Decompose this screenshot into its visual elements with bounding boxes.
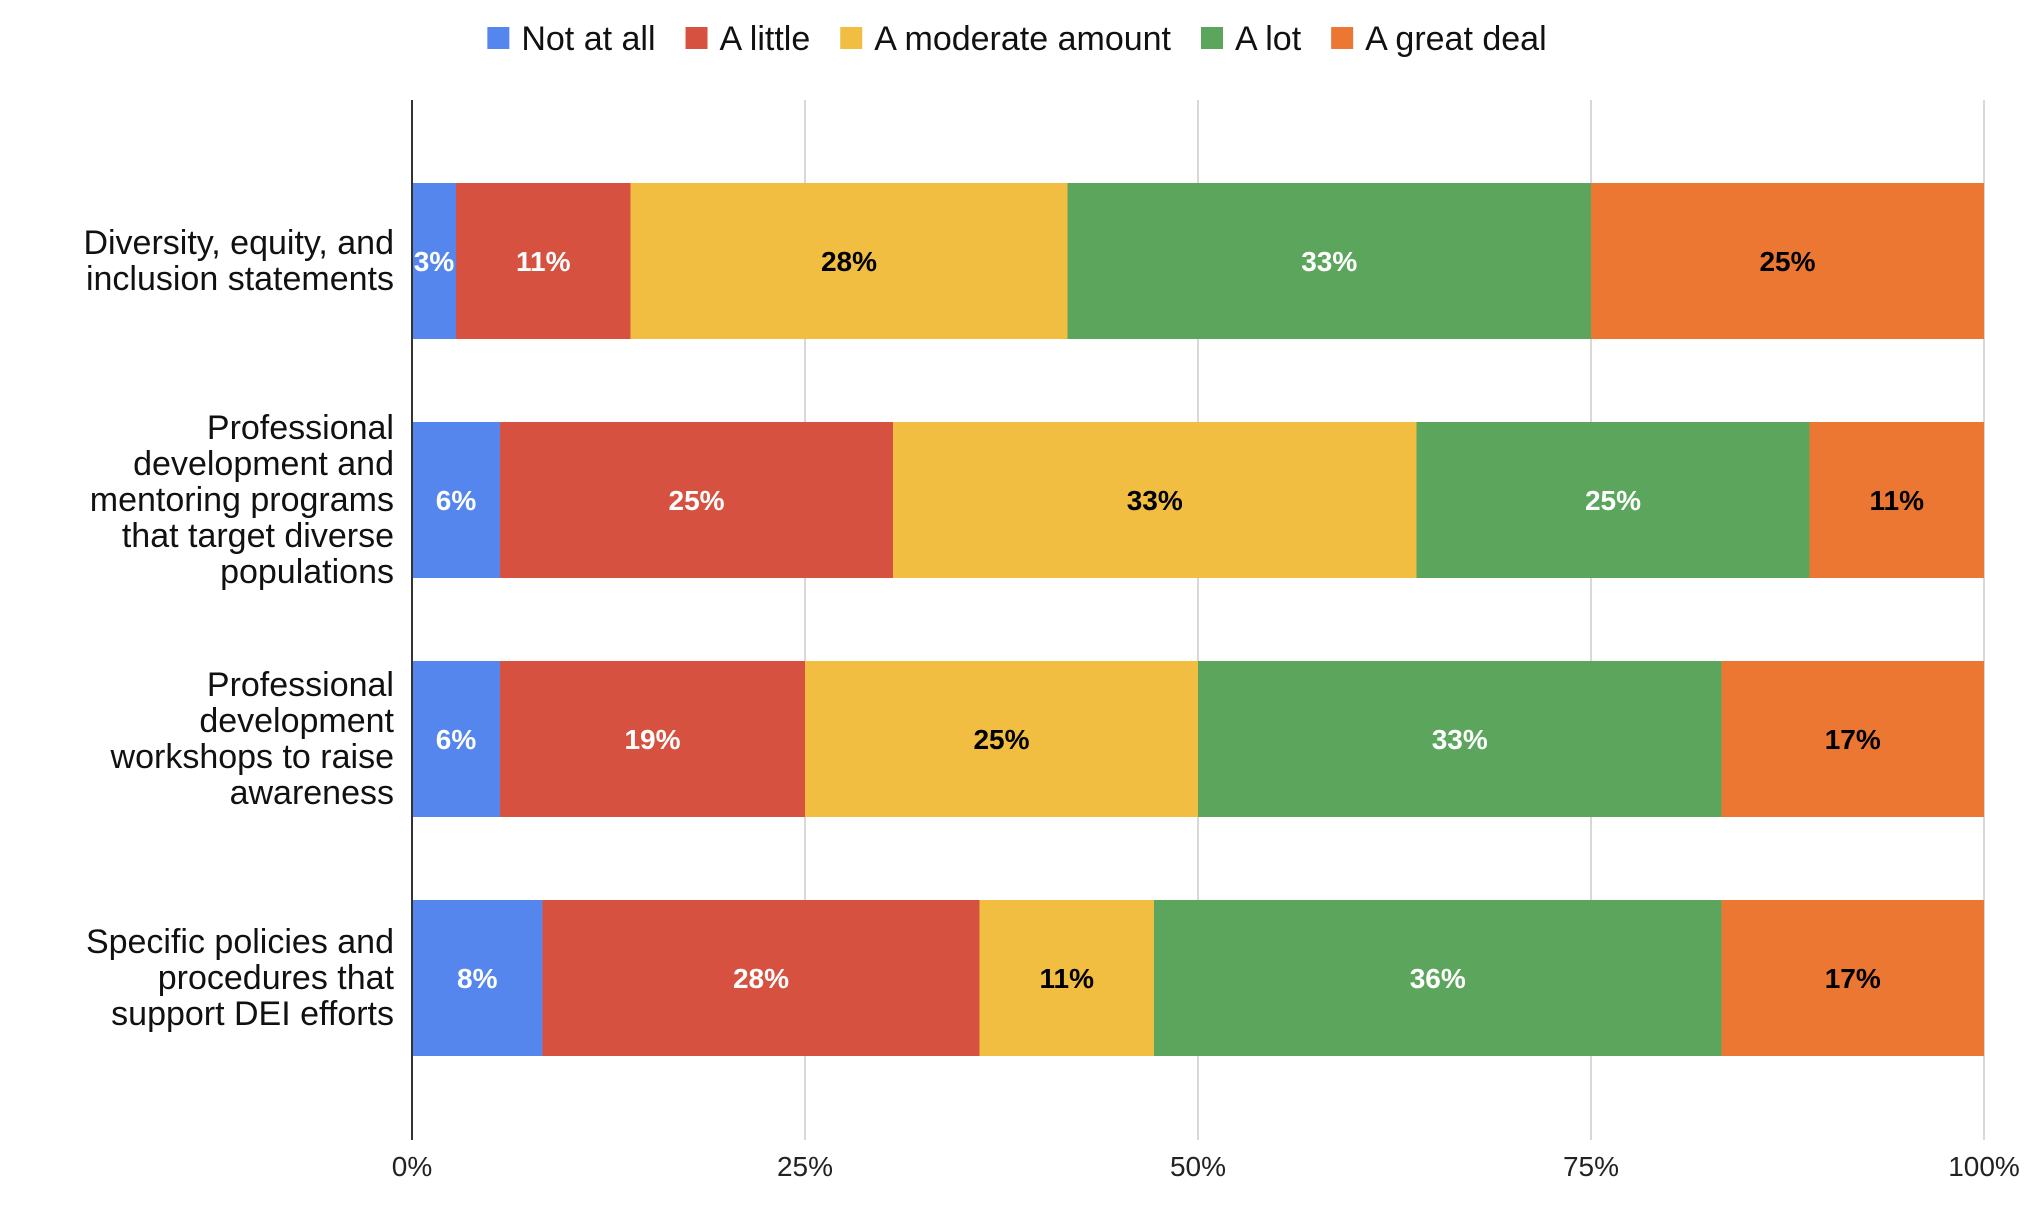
legend-item-a-moderate-amount: A moderate amount	[840, 20, 1172, 58]
data-label-a-little: 11%	[516, 246, 571, 277]
data-label-a-moderate-amount: 28%	[821, 246, 877, 277]
data-label-a-lot: 33%	[1301, 246, 1357, 277]
legend-item-a-lot: A lot	[1201, 20, 1302, 58]
bar-segment-a-lot	[1416, 422, 1810, 578]
bar-segment-a-moderate-amount	[630, 183, 1068, 339]
bar-segment-a-moderate-amount	[893, 422, 1417, 578]
bar-segment-not-at-all	[412, 661, 501, 817]
bar-segment-a-great-deal	[1809, 422, 1984, 578]
bar-segment-a-little	[500, 422, 894, 578]
data-label-a-great-deal: 17%	[1825, 963, 1881, 994]
legend-item-not-at-all: Not at all	[487, 20, 656, 58]
bar-segment-a-little	[542, 900, 980, 1056]
legend-swatch	[840, 27, 863, 49]
x-tick-label: 100%	[1948, 1151, 2020, 1182]
category-label: Specific policies and procedures that supp…	[86, 923, 395, 1033]
bar-segment-not-at-all	[412, 422, 501, 578]
bar-segment-a-moderate-amount	[979, 900, 1154, 1056]
legend-item-a-little: A little	[685, 20, 811, 58]
legend-swatch	[1201, 27, 1223, 49]
bar-segment-a-moderate-amount	[805, 661, 1198, 817]
legend-label: A great deal	[1365, 20, 1546, 58]
bar-segment-a-great-deal	[1591, 183, 1984, 339]
bar-segment-a-great-deal	[1721, 661, 1984, 817]
category-label: Professional development workshops to rais…	[110, 666, 395, 812]
x-tick-label: 25%	[777, 1151, 833, 1182]
bar-segment-a-little	[456, 183, 631, 339]
category-label: Professional development and mentoring pro…	[90, 409, 394, 591]
x-tick-label: 50%	[1170, 1151, 1226, 1182]
category-label: Diversity, equity, and inclusion statemen…	[83, 224, 394, 298]
legend-swatch	[685, 27, 708, 49]
legend: Not at all A little A moderate amount A lot…	[487, 20, 1547, 58]
data-label-not-at-all: 3%	[414, 246, 455, 277]
data-label-a-moderate-amount: 11%	[1039, 963, 1094, 994]
bar-segment-a-lot	[1153, 900, 1722, 1056]
axes: 0% 25% 50% 75% 100% Diversity, equity, and inc…	[83, 100, 2020, 1182]
data-label-a-lot: 36%	[1410, 963, 1466, 994]
legend-label: Not at all	[521, 20, 655, 58]
legend-swatch	[1331, 27, 1354, 49]
data-label-a-moderate-amount: 33%	[1127, 485, 1183, 516]
data-label-a-great-deal: 25%	[1759, 246, 1815, 277]
bar-segment-a-lot	[1198, 661, 1722, 817]
bars	[412, 183, 1984, 1056]
bar-segment-a-lot	[1067, 183, 1591, 339]
data-label-a-little: 28%	[733, 963, 789, 994]
data-label-a-lot: 33%	[1432, 724, 1488, 755]
data-label-not-at-all: 6%	[436, 485, 477, 516]
legend-label: A lot	[1235, 20, 1302, 58]
data-label-a-little: 19%	[624, 724, 680, 755]
legend-swatch	[487, 27, 510, 49]
data-label-not-at-all: 6%	[436, 724, 477, 755]
x-tick-label: 75%	[1563, 1151, 1619, 1182]
data-label-a-great-deal: 11%	[1870, 485, 1925, 516]
bar-segment-not-at-all	[412, 900, 543, 1056]
data-label-not-at-all: 8%	[457, 963, 498, 994]
x-tick-label: 0%	[392, 1151, 432, 1182]
legend-label: A little	[720, 20, 811, 58]
bar-segment-not-at-all	[412, 183, 457, 339]
data-label-a-lot: 25%	[1585, 485, 1641, 516]
legend-item-a-great-deal: A great deal	[1331, 20, 1547, 58]
legend-label: A moderate amount	[874, 20, 1171, 58]
data-label-a-little: 25%	[669, 485, 725, 516]
data-labels: 3% 11% 28% 33% 25% 6% 25% 33% 25% 11% 6% 19% 25% 33% 1…	[414, 246, 1924, 994]
bar-segment-a-little	[500, 661, 805, 817]
data-label-a-great-deal: 17%	[1825, 724, 1881, 755]
bar-segment-a-great-deal	[1721, 900, 1984, 1056]
data-label-a-moderate-amount: 25%	[973, 724, 1029, 755]
